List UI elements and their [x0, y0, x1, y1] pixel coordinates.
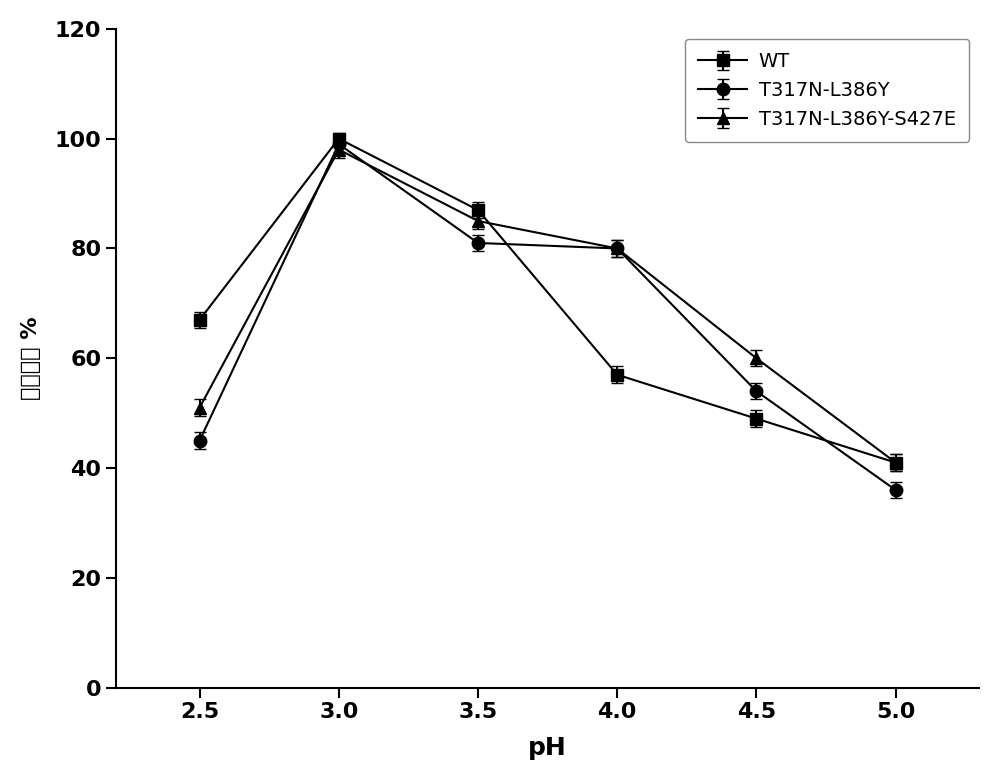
X-axis label: pH: pH [528, 736, 567, 760]
Y-axis label: 相对酶活 %: 相对酶活 % [21, 316, 41, 400]
Legend: WT, T317N-L386Y, T317N-L386Y-S427E: WT, T317N-L386Y, T317N-L386Y-S427E [685, 38, 969, 142]
